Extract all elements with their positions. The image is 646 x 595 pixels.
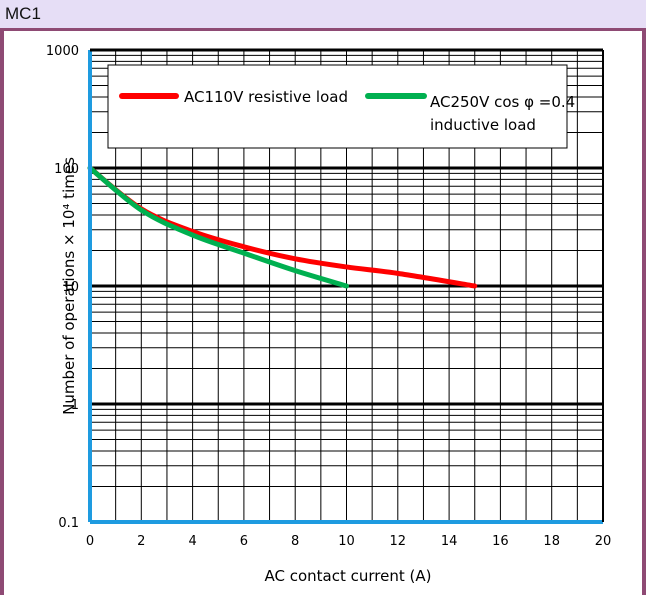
series-layer (87, 165, 478, 289)
x-tick-label: 6 (240, 534, 248, 549)
series-line-green (87, 165, 349, 289)
x-tick-label: 20 (595, 534, 612, 549)
legend-label-green-line1: AC250V cos φ =0.4 (430, 93, 575, 111)
x-tick-label: 16 (492, 534, 509, 549)
x-tick-label: 0 (86, 534, 94, 549)
x-tick-label: 10 (338, 534, 355, 549)
x-tick-label: 2 (137, 534, 145, 549)
chart-title-label: MC1 (5, 4, 41, 23)
legend-box (107, 64, 568, 149)
x-tick-label: 8 (291, 534, 299, 549)
frame-border-left (0, 31, 4, 595)
legend-label-green-line2: inductive load (430, 116, 536, 134)
y-axis-label: Number of operations × 10⁴ times (60, 157, 78, 415)
frame-border-right (642, 31, 646, 595)
y-tick-label: 10 (62, 280, 79, 295)
y-tick-label: 1000 (46, 44, 79, 59)
header-bar: MC1 (0, 0, 646, 31)
legend-label-red: AC110V resistive load (184, 88, 348, 106)
x-tick-label: 14 (441, 534, 458, 549)
axes-layer (88, 48, 604, 524)
x-axis-label: AC contact current (A) (265, 567, 432, 585)
y-tick-label: 0.1 (58, 516, 79, 531)
x-tick-label: 12 (390, 534, 407, 549)
x-tick-label: 4 (188, 534, 196, 549)
tick-labels: 0 2 4 6 8 10 12 14 16 18 20 0.1 1 10 100 1000 (46, 44, 611, 549)
y-tick-label: 1 (71, 398, 79, 413)
legend: AC110V resistive load AC250V cos φ =0.4 … (107, 64, 575, 149)
x-tick-label: 18 (543, 534, 560, 549)
y-tick-label: 100 (54, 162, 79, 177)
